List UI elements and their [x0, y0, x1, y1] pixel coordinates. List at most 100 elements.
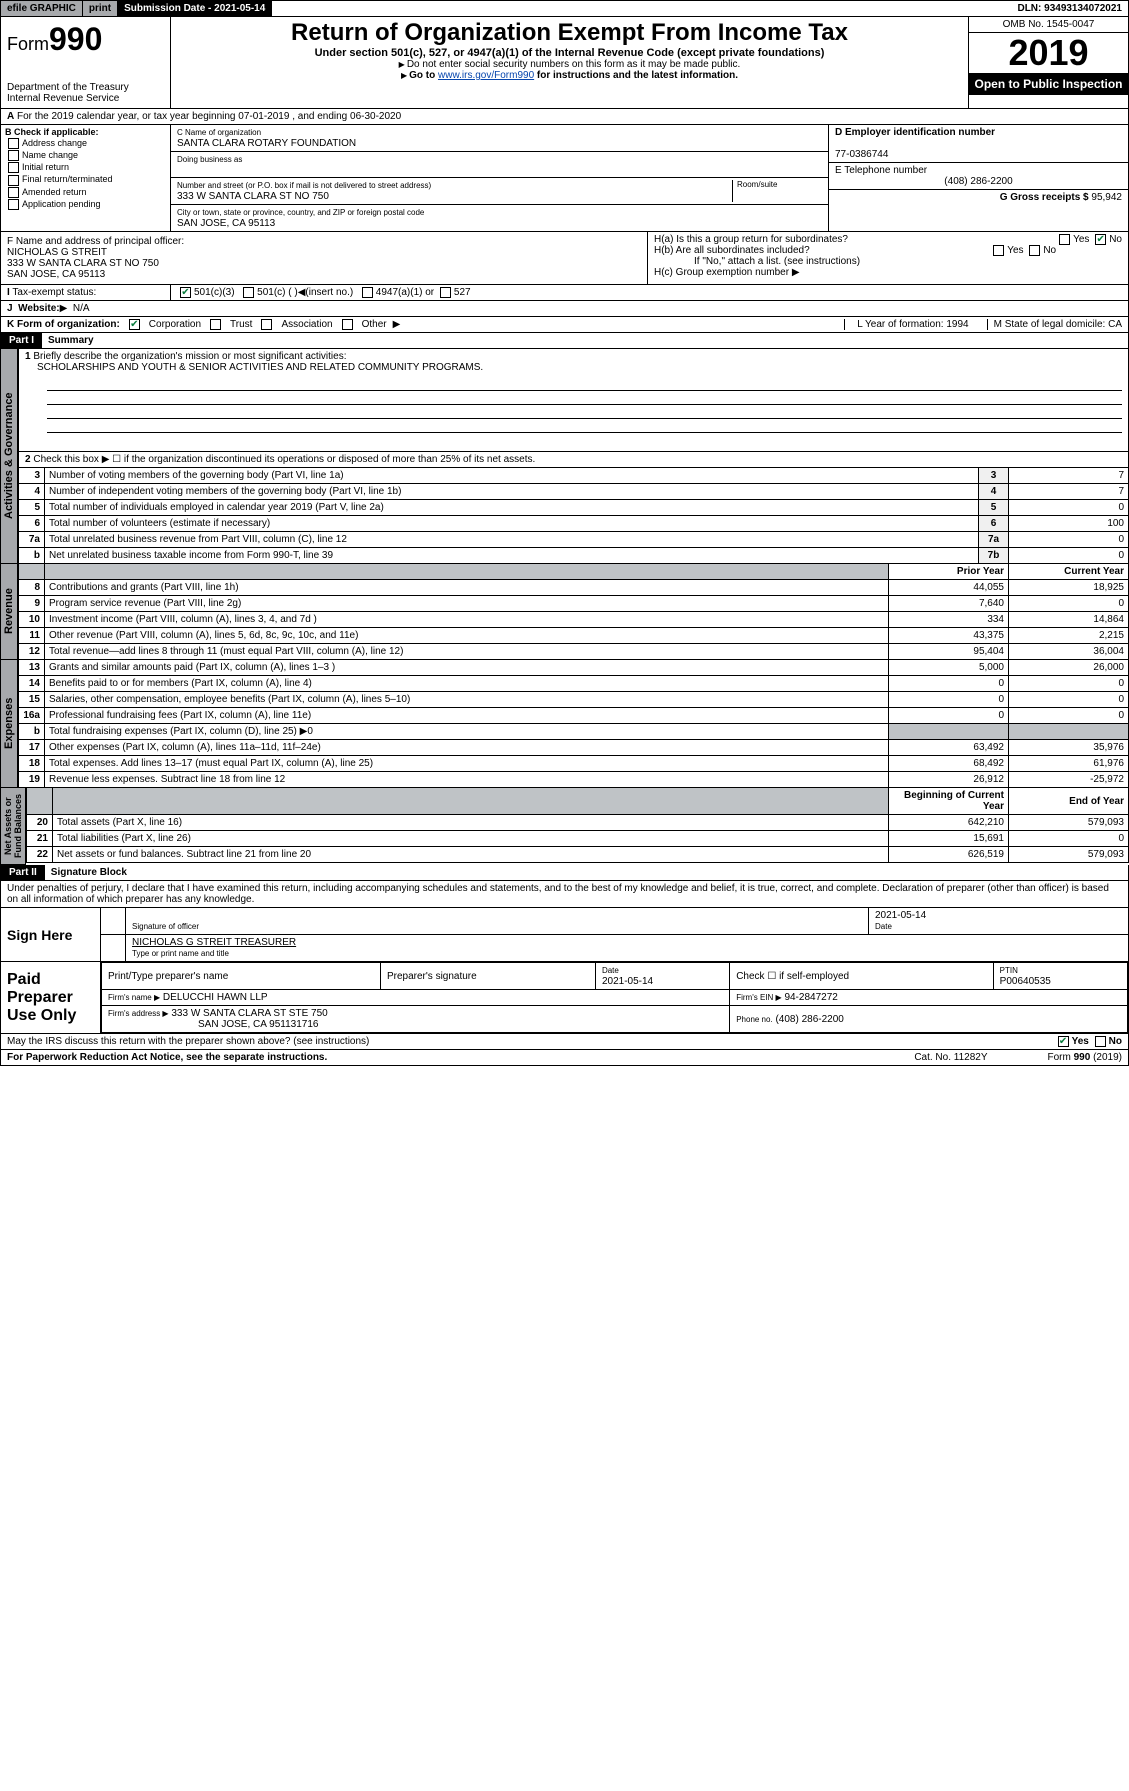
perjury-text: Under penalties of perjury, I declare th… — [0, 881, 1129, 908]
form-number: 990 — [49, 21, 102, 57]
ptin-value: P00640535 — [1000, 976, 1051, 987]
h-a-label: H(a) Is this a group return for subordin… — [654, 234, 848, 245]
paid-preparer-label: Paid Preparer Use Only — [1, 962, 101, 1033]
form-header: Form990 Department of the Treasury Inter… — [0, 17, 1129, 109]
discuss-no[interactable] — [1095, 1036, 1106, 1047]
signature-block: Sign Here Signature of officer 2021-05-1… — [0, 908, 1129, 962]
section-expenses: Expenses 13Grants and similar amounts pa… — [0, 660, 1129, 788]
box-b-title: B Check if applicable: — [5, 127, 99, 137]
city-label: City or town, state or province, country… — [177, 208, 424, 217]
governance-table: 3Number of voting members of the governi… — [18, 468, 1129, 564]
tab-revenue: Revenue — [0, 564, 18, 660]
footer-notice: For Paperwork Reduction Act Notice, see … — [7, 1052, 327, 1063]
chk-final-return[interactable]: Final return/terminated — [5, 174, 166, 185]
dept-label: Department of the Treasury Internal Reve… — [7, 82, 164, 104]
block-b-to-g: B Check if applicable: Address change Na… — [0, 125, 1129, 232]
chk-amended[interactable]: Amended return — [5, 187, 166, 198]
subtitle-3: Go to www.irs.gov/Form990 for instructio… — [177, 70, 962, 81]
firm-ein: 94-2847272 — [784, 992, 837, 1003]
gross-value: 95,942 — [1091, 192, 1122, 203]
open-public-badge: Open to Public Inspection — [969, 73, 1128, 95]
officer-typed-name: NICHOLAS G STREIT TREASURER — [132, 937, 296, 948]
omb-number: OMB No. 1545-0047 — [969, 17, 1128, 33]
discuss-yes[interactable] — [1058, 1036, 1069, 1047]
revenue-table: Prior YearCurrent Year 8Contributions an… — [18, 564, 1129, 660]
row-j-website: J Website: ▶ N/A — [0, 301, 1129, 317]
sig-date: 2021-05-14 — [875, 910, 926, 921]
subtitle-2: Do not enter social security numbers on … — [177, 59, 962, 70]
room-label: Room/suite — [732, 180, 822, 202]
chk-4947[interactable] — [362, 287, 373, 298]
row-f-h: F Name and address of principal officer:… — [0, 232, 1129, 285]
part-2-header: Part IISignature Block — [0, 865, 1129, 881]
sign-here-label: Sign Here — [1, 908, 101, 961]
irs-link[interactable]: www.irs.gov/Form990 — [438, 70, 534, 81]
chk-app-pending[interactable]: Application pending — [5, 199, 166, 210]
line-1-label: Briefly describe the organization's miss… — [33, 351, 346, 362]
chk-527[interactable] — [440, 287, 451, 298]
city-state-zip: SAN JOSE, CA 95113 — [177, 218, 275, 229]
section-revenue: Revenue Prior YearCurrent Year 8Contribu… — [0, 564, 1129, 660]
street-address: 333 W SANTA CLARA ST NO 750 — [177, 191, 329, 202]
form-title: Return of Organization Exempt From Incom… — [177, 19, 962, 47]
tab-governance: Activities & Governance — [0, 349, 18, 564]
chk-other[interactable] — [342, 319, 353, 330]
gross-label: G Gross receipts $ — [1000, 192, 1089, 203]
sig-officer-label: Signature of officer — [132, 922, 199, 931]
h-note: If "No," attach a list. (see instruction… — [654, 256, 1122, 267]
chk-501c[interactable] — [243, 287, 254, 298]
submission-date: Submission Date - 2021-05-14 — [118, 1, 272, 16]
website-value: N/A — [73, 303, 90, 314]
addr-label: Number and street (or P.O. box if mail i… — [177, 181, 431, 190]
firm-address: 333 W SANTA CLARA ST STE 750 — [171, 1008, 327, 1019]
period-text: For the 2019 calendar year, or tax year … — [17, 111, 401, 122]
phone-label: E Telephone number — [835, 165, 927, 176]
chk-501c3[interactable] — [180, 287, 191, 298]
chk-address-change[interactable]: Address change — [5, 138, 166, 149]
officer-addr1: 333 W SANTA CLARA ST NO 750 — [7, 258, 641, 269]
officer-label: F Name and address of principal officer: — [7, 236, 641, 247]
phone-value: (408) 286-2200 — [835, 176, 1122, 187]
discuss-row: May the IRS discuss this return with the… — [0, 1034, 1129, 1050]
firm-name: DELUCCHI HAWN LLP — [163, 992, 268, 1003]
dln: DLN: 93493134072021 — [1011, 1, 1128, 16]
h-c-label: H(c) Group exemption number — [654, 267, 789, 278]
dba-label: Doing business as — [177, 155, 242, 164]
mission-text: SCHOLARSHIPS AND YOUTH & SENIOR ACTIVITI… — [25, 362, 483, 373]
chk-name-change[interactable]: Name change — [5, 150, 166, 161]
h-b-label: H(b) Are all subordinates included? — [654, 245, 810, 256]
line-2-text: Check this box ▶ ☐ if the organization d… — [33, 454, 535, 465]
year-formation: L Year of formation: 1994 — [844, 319, 980, 330]
part-1-header: Part ISummary — [0, 333, 1129, 349]
subtitle-1: Under section 501(c), 527, or 4947(a)(1)… — [177, 47, 962, 59]
chk-initial-return[interactable]: Initial return — [5, 162, 166, 173]
section-net-assets: Net Assets orFund Balances Beginning of … — [0, 788, 1129, 865]
tab-expenses: Expenses — [0, 660, 18, 788]
form-prefix: Form — [7, 34, 49, 54]
chk-corp[interactable] — [129, 319, 140, 330]
tax-year: 2019 — [969, 33, 1128, 73]
boxes-d-e-g: D Employer identification number 77-03867… — [828, 125, 1128, 231]
chk-trust[interactable] — [210, 319, 221, 330]
row-k-org: K Form of organization: Corporation Trus… — [0, 317, 1129, 333]
print-button[interactable]: print — [83, 1, 118, 16]
firm-phone: (408) 286-2200 — [775, 1014, 843, 1025]
row-a-period: A For the 2019 calendar year, or tax yea… — [0, 109, 1129, 125]
expenses-table: 13Grants and similar amounts paid (Part … — [18, 660, 1129, 788]
box-c: C Name of organizationSANTA CLARA ROTARY… — [171, 125, 828, 231]
ein-value: 77-0386744 — [835, 149, 888, 160]
chk-assoc[interactable] — [261, 319, 272, 330]
efile-button[interactable]: efile GRAPHIC — [1, 1, 83, 16]
top-bar: efile GRAPHIC print Submission Date - 20… — [0, 0, 1129, 17]
state-domicile: M State of legal domicile: CA — [987, 319, 1122, 330]
box-b: B Check if applicable: Address change Na… — [1, 125, 171, 231]
form-ref: Form 990 (2019) — [1048, 1052, 1122, 1063]
tab-net-assets: Net Assets orFund Balances — [0, 788, 26, 865]
ein-label: D Employer identification number — [835, 127, 995, 138]
line-16b: Total fundraising expenses (Part IX, col… — [45, 724, 889, 740]
org-name: SANTA CLARA ROTARY FOUNDATION — [177, 138, 356, 149]
footer: For Paperwork Reduction Act Notice, see … — [0, 1050, 1129, 1066]
net-assets-table: Beginning of Current YearEnd of Year 20T… — [26, 788, 1129, 863]
section-governance: Activities & Governance 1 Briefly descri… — [0, 349, 1129, 564]
org-name-label: C Name of organization — [177, 128, 261, 137]
